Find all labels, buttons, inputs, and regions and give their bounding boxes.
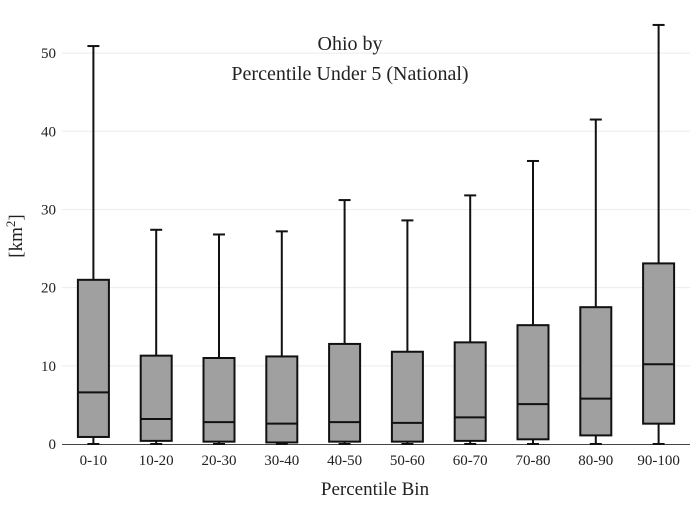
box-0-10 <box>76 45 110 445</box>
iqr-box-40-50 <box>328 342 362 443</box>
y-axis-title-base: [km <box>6 227 27 258</box>
x-axis-title: Percentile Bin <box>321 479 430 500</box>
iqr-box-90-100 <box>642 262 676 425</box>
iqr-box-30-40 <box>265 355 299 444</box>
box-40-50 <box>328 199 362 445</box>
boxes <box>76 23 676 445</box>
iqr-box-70-80 <box>516 324 550 441</box>
chart-title-line-1: Ohio by <box>318 33 383 55</box>
box-60-70 <box>453 194 487 445</box>
y-tick-label-50: 50 <box>41 46 56 62</box>
y-tick-label-30: 30 <box>41 202 56 218</box>
y-axis-title: [km2] <box>3 214 28 257</box>
box-90-100 <box>642 23 676 445</box>
axes: 0 10 20 30 40 50 0-10 10-20 20-30 30-40 40-50 50-60… <box>41 46 690 469</box>
box-70-80 <box>516 159 550 445</box>
box-30-40 <box>265 230 299 445</box>
x-tick-label-90-100: 90-100 <box>637 453 680 469</box>
box-50-60 <box>390 219 424 445</box>
iqr-box-60-70 <box>453 341 487 442</box>
x-tick-label-70-80: 70-80 <box>516 453 551 469</box>
x-tick-label-30-40: 30-40 <box>264 453 299 469</box>
box-10-20 <box>139 228 173 445</box>
labels: Ohio by Percentile Under 5 (National) Pe… <box>3 33 469 500</box>
x-tick-label-50-60: 50-60 <box>390 453 425 469</box>
iqr-box-80-90 <box>579 306 613 437</box>
iqr-box-20-30 <box>202 357 236 443</box>
y-tick-label-40: 40 <box>41 124 56 140</box>
iqr-box-0-10 <box>76 278 110 438</box>
y-tick-label-0: 0 <box>49 437 57 453</box>
iqr-box-10-20 <box>139 354 173 442</box>
chart-title-line-2: Percentile Under 5 (National) <box>231 63 468 85</box>
box-80-90 <box>579 118 613 445</box>
box-20-30 <box>202 233 236 445</box>
iqr-box-50-60 <box>390 350 424 443</box>
y-axis-title-close: ] <box>6 214 27 220</box>
x-tick-label-80-90: 80-90 <box>578 453 613 469</box>
y-tick-label-20: 20 <box>41 281 56 297</box>
x-tick-label-40-50: 40-50 <box>327 453 362 469</box>
y-tick-label-10: 10 <box>41 359 56 375</box>
x-tick-label-10-20: 10-20 <box>139 453 174 469</box>
x-tick-label-20-30: 20-30 <box>202 453 237 469</box>
y-axis-title-superscript: 2 <box>3 221 18 228</box>
x-tick-label-0-10: 0-10 <box>80 453 108 469</box>
x-tick-label-60-70: 60-70 <box>453 453 488 469</box>
